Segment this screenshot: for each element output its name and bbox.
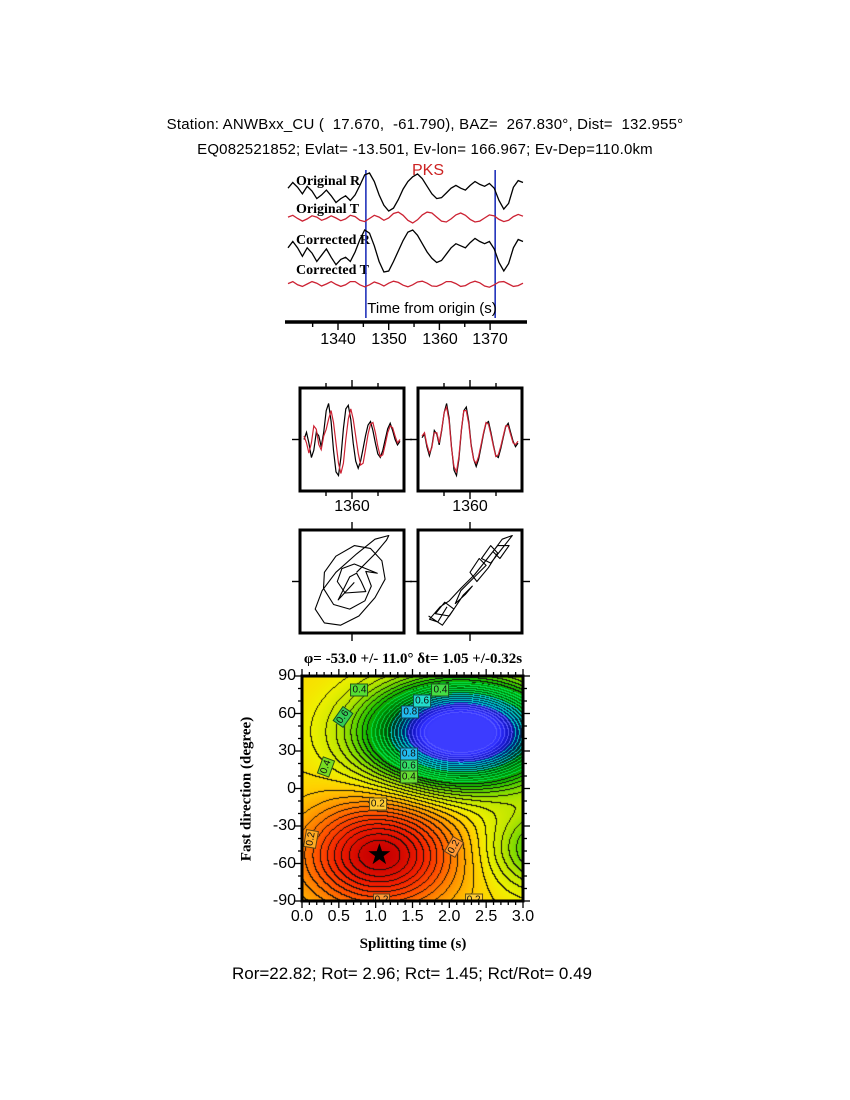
xtick-2.5: 2.5 [475,908,498,925]
time-tick-1360: 1360 [422,331,458,348]
ytick-0: 0 [287,779,296,797]
phase-label: PKS [412,162,445,179]
xtick-2.0: 2.0 [438,908,461,925]
particle-motion-path [314,534,390,626]
xtick-3.0: 3.0 [511,908,535,925]
contour-frame-rect [300,674,525,903]
particle-motion-box [298,528,406,635]
ytick-60: 60 [278,704,296,722]
contour-inline-label: 0.2 [464,893,483,901]
seismic-trace [287,172,524,212]
ytick-n60: -60 [272,854,296,872]
trace-label-corrected-r: Corrected R [296,233,370,248]
particle-motion-panels [292,522,530,641]
fast-direction-axis-title: Fast direction (degree) [238,716,255,862]
result-line: Ror=22.82; Rot= 2.96; Rct= 1.45; Rct/Rot… [231,964,593,983]
window-trace-black [303,403,401,478]
xtick-1.5: 1.5 [401,908,424,925]
contour-frame [295,669,530,908]
contour-inline-label: 0.6 [413,694,432,708]
time-tick-1340: 1340 [320,331,356,348]
seismic-trace [287,211,524,224]
particle-motion-path [428,534,513,626]
splitting-time-axis-title: Splitting time (s) [359,936,467,952]
time-tick-1370: 1370 [472,331,508,348]
window-panel-tick-left: 1360 [334,498,370,515]
seismic-trace [287,229,524,273]
ytick-n90: -90 [272,892,296,909]
contour-inline-label: 0.4 [431,683,450,697]
time-tick-1350: 1350 [371,331,407,348]
xtick-1.0: 1.0 [364,908,387,925]
time-axis-label: Time from origin (s) [367,300,497,317]
trace-label-corrected-t: Corrected T [296,263,369,278]
contour-inline-label: 0.8 [401,705,420,719]
ytick-30: 30 [278,742,296,759]
window-panel-tick-right: 1360 [452,498,488,515]
contour-inline-label: 0.4 [350,683,369,697]
window-comparison-panels [292,380,530,499]
xtick-0.5: 0.5 [327,908,350,925]
best-fit-star-marker [368,843,391,865]
ytick-n30: -30 [272,817,296,834]
window-trace-red [303,408,401,474]
ytick-90: 90 [278,667,296,684]
station-title: Station: ANWBxx_CU ( 17.670, -61.790), B… [166,116,684,133]
contour-title: φ= -53.0 +/- 11.0° δt= 1.05 +/-0.32s [303,651,523,667]
waveform-panel [285,170,527,330]
trace-label-original-r: Original R [296,174,361,189]
contour-inline-label: 0.2 [372,893,391,901]
seismic-trace [287,280,524,288]
trace-label-original-t: Original T [296,202,360,217]
contour-inline-label: 0.2 [368,797,387,810]
contour-label-layer: 0.4 0.6 0.4 0.8 0.6 0.4 0.8 0.6 0.4 0.2 0.2 0.2 0.2 0… [302,676,523,901]
contour-inline-label: 0.4 [399,770,418,784]
event-subtitle: EQ082521852; Evlat= -13.501, Ev-lon= 166… [197,141,653,158]
window-trace-red [421,405,519,474]
xtick-0.0: 0.0 [290,908,314,925]
